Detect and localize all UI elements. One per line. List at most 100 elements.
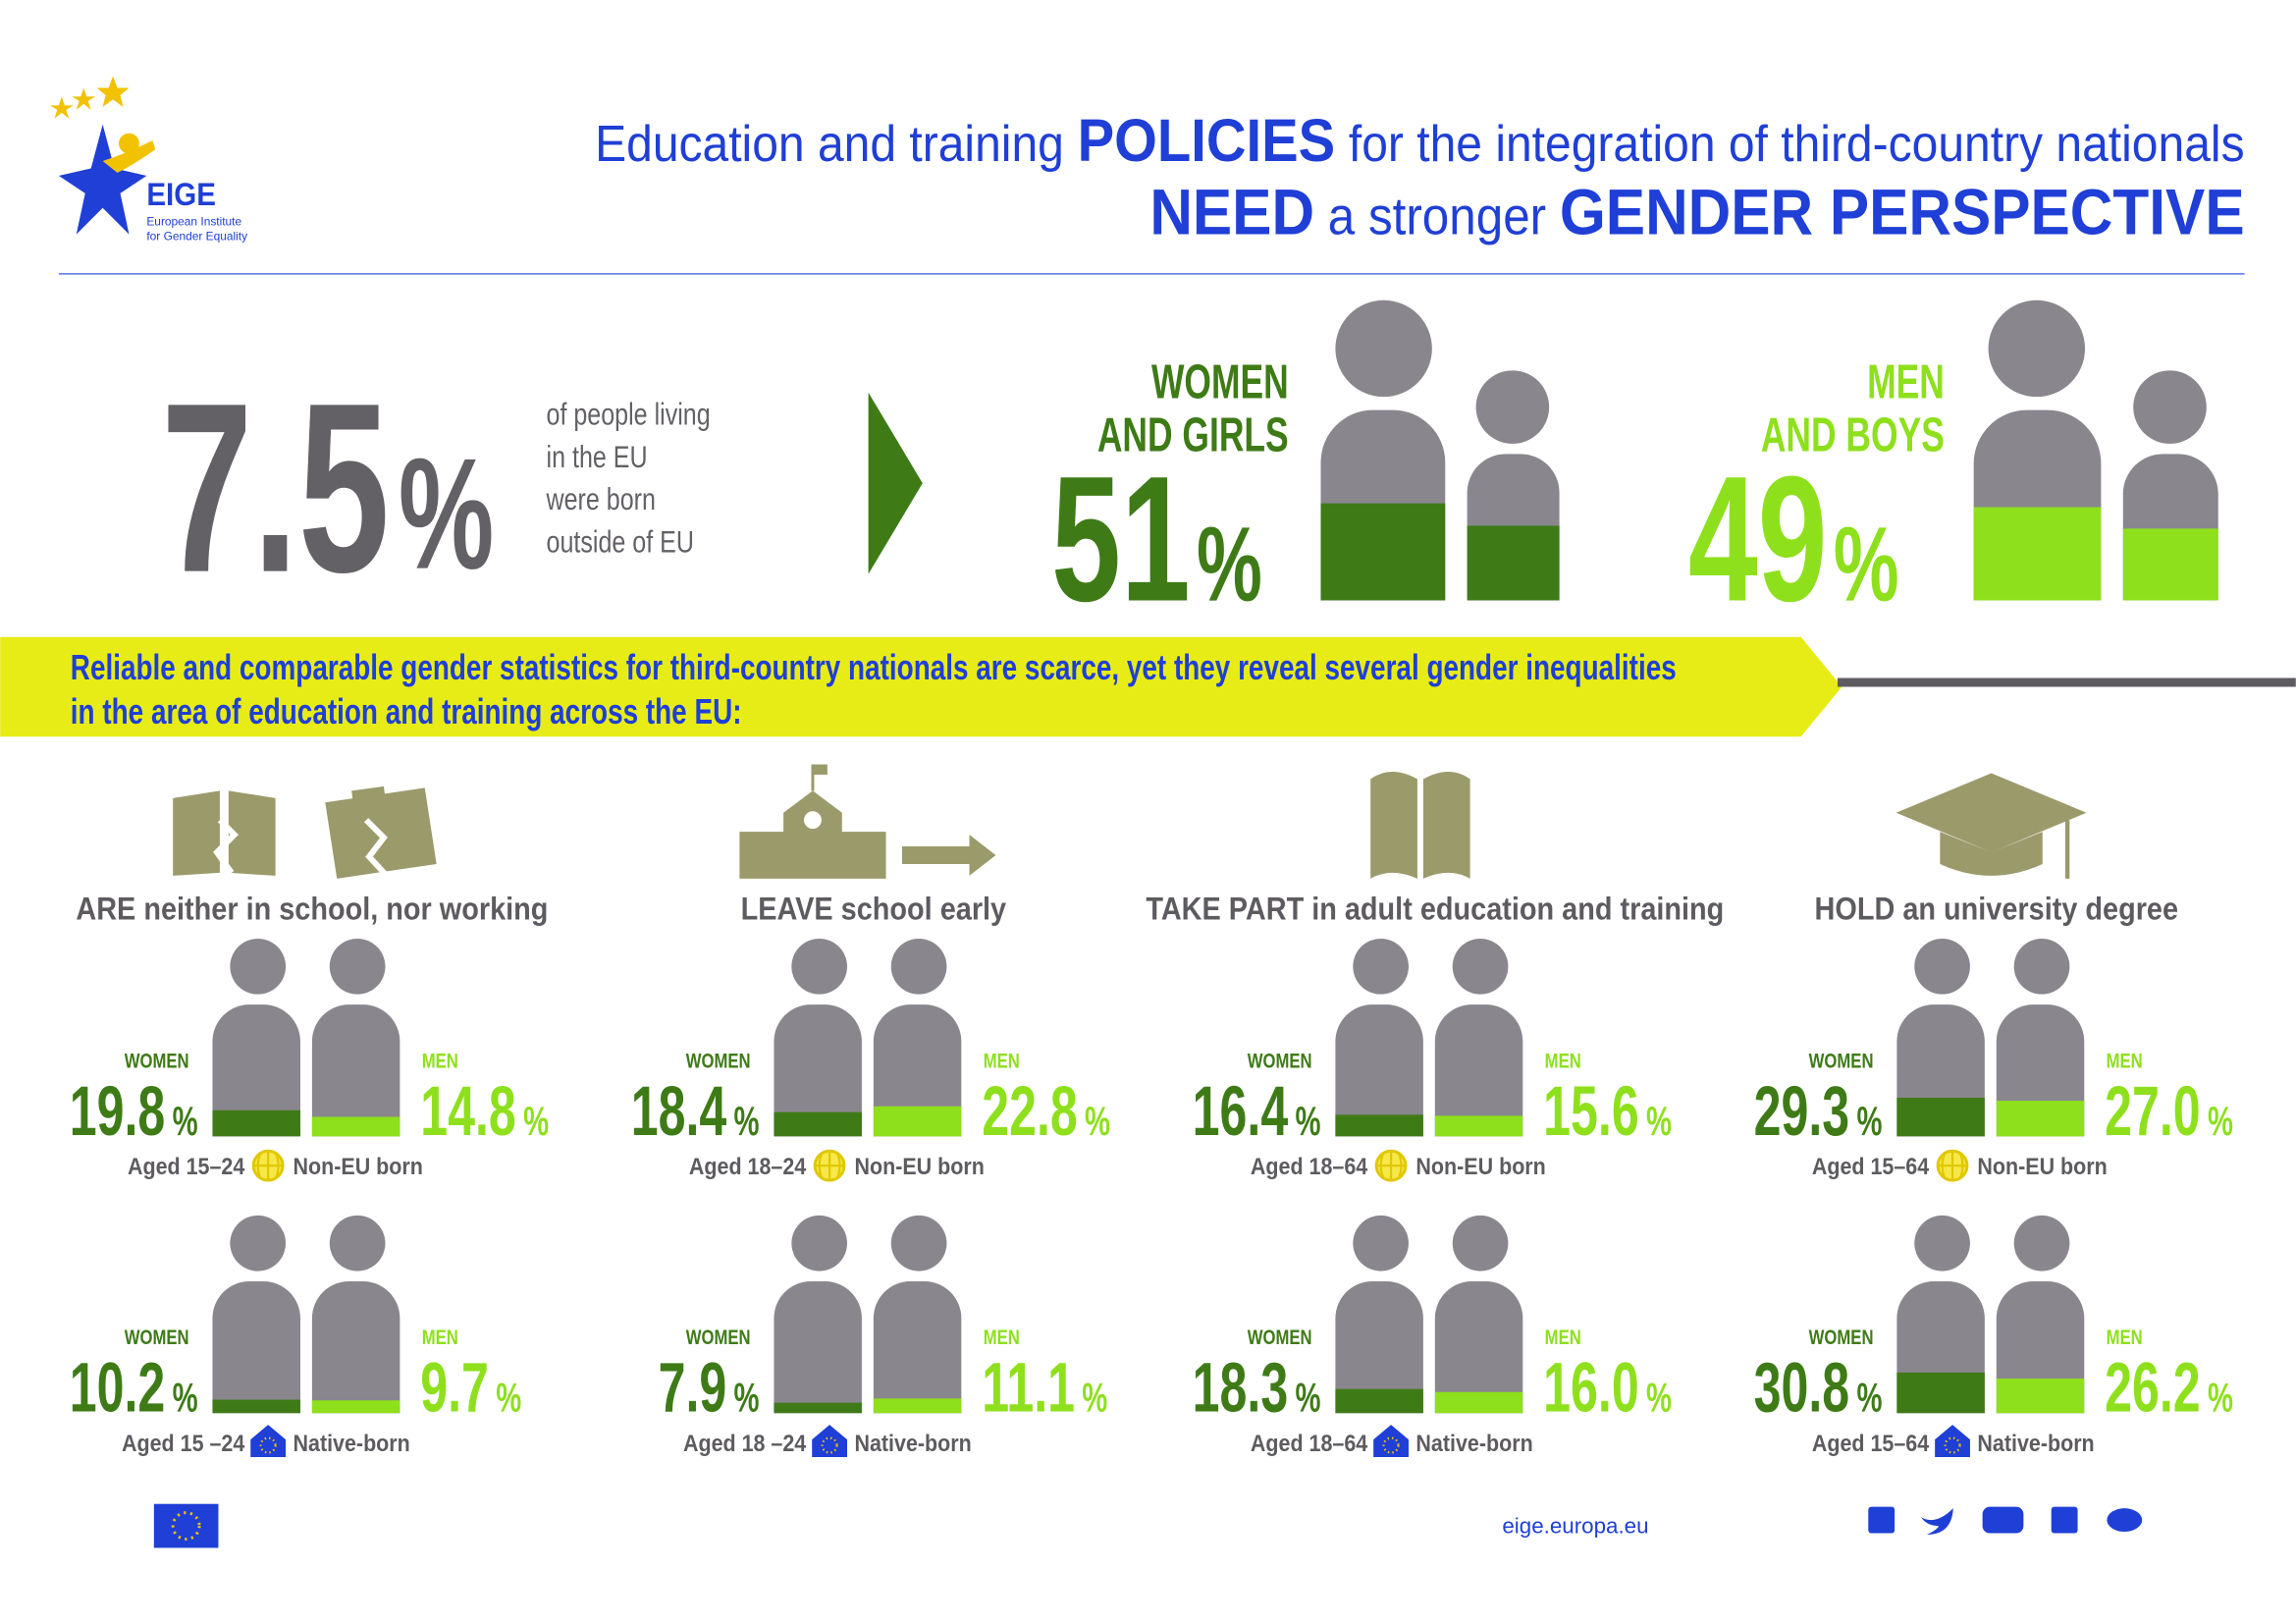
person-fill	[873, 1398, 962, 1414]
women-label: WOMEN	[686, 1051, 751, 1073]
person-head	[2013, 1215, 2070, 1272]
other-social[interactable]	[2107, 1508, 2143, 1533]
title-part: for the integration of third-country nat…	[1349, 115, 2245, 172]
arrow-icon	[901, 835, 996, 876]
person-fill	[1996, 1101, 2085, 1137]
men-value: 22.8%	[982, 1072, 1110, 1151]
person-fill	[311, 1400, 400, 1414]
title-line: NEED a stronger GENDER PERSPECTIVE	[1149, 177, 2244, 248]
person-head	[2133, 370, 2207, 444]
origin-label: Native-born	[1977, 1430, 2094, 1456]
value: 11.1	[982, 1349, 1075, 1428]
twitter[interactable]	[1920, 1508, 1953, 1536]
eu-flag	[153, 1503, 219, 1548]
unit: %	[1197, 505, 1262, 623]
unit: %	[496, 1375, 521, 1422]
value: 29.3	[1754, 1072, 1850, 1151]
person-body	[774, 1004, 862, 1137]
men-label: MEN	[984, 1051, 1020, 1073]
person-head	[329, 939, 386, 995]
text-part: European Institute	[146, 215, 241, 229]
globe-lines	[1376, 1151, 1406, 1181]
value: 9.7	[420, 1349, 489, 1428]
crack	[363, 818, 390, 878]
text-part: Non-EU born	[294, 1153, 423, 1179]
age-label: Aged 18–64	[1251, 1153, 1368, 1179]
unit: %	[734, 1098, 760, 1145]
person-fill	[1434, 1391, 1523, 1414]
value: 18.4	[631, 1072, 727, 1151]
text-part: WOMEN	[125, 1326, 189, 1349]
text-part: Native-born	[1977, 1430, 2094, 1456]
women-label: WOMEN	[125, 1326, 189, 1349]
women-value: 18.3%	[1193, 1349, 1321, 1428]
home-icon	[1373, 1425, 1409, 1457]
text-part: Native-born	[294, 1430, 410, 1456]
text-part: were born	[546, 482, 656, 516]
women-value: 30.8%	[1754, 1349, 1883, 1428]
unit: %	[173, 1375, 198, 1422]
person-fill	[2122, 528, 2218, 601]
origin-label: Non-EU born	[1977, 1153, 2107, 1179]
headline-text: in the EU	[547, 440, 648, 474]
men-label: MEN	[1545, 1326, 1581, 1349]
person-head	[1353, 1215, 1409, 1272]
age-label: Aged 18–24	[689, 1153, 807, 1179]
person-body	[311, 1281, 400, 1414]
person-head	[890, 939, 947, 995]
person-body	[1335, 1004, 1423, 1137]
logo-name: EIGE	[146, 176, 216, 212]
women-value: 29.3%	[1754, 1072, 1883, 1151]
population-label: AND GIRLS	[1097, 408, 1289, 462]
school-icon	[739, 790, 886, 879]
value: 19.8	[70, 1072, 166, 1151]
unit: %	[1085, 1098, 1110, 1145]
age-label: Aged 15–64	[1812, 1430, 1930, 1456]
women-label: WOMEN	[1248, 1051, 1312, 1073]
age-label: Aged 18 –24	[683, 1430, 807, 1456]
title-part: POLICIES	[1078, 108, 1336, 175]
origin-label: Native-born	[294, 1430, 410, 1456]
text-part: Aged 18–24	[689, 1153, 807, 1179]
person-body	[212, 1004, 300, 1137]
text-part: ARE neither in school, nor working	[76, 891, 548, 927]
women-label: WOMEN	[1809, 1051, 1874, 1073]
value: 18.3	[1193, 1349, 1289, 1428]
origin-label: Non-EU born	[294, 1153, 423, 1179]
home-stars	[1944, 1436, 1961, 1454]
women-label: WOMEN	[1248, 1326, 1312, 1349]
person-fill	[212, 1399, 300, 1414]
linkedin[interactable]	[2051, 1506, 2078, 1534]
men-value: 16.0%	[1543, 1349, 1672, 1428]
men-value: 11.1%	[982, 1349, 1107, 1428]
person-head	[1335, 299, 1432, 398]
text-part: WOMEN	[1248, 1326, 1312, 1349]
unit: %	[523, 1098, 549, 1145]
person-body	[1335, 1281, 1423, 1414]
population-label: WOMEN	[1151, 355, 1289, 409]
age-label: Aged 18–64	[1251, 1430, 1368, 1456]
person-head	[1353, 939, 1409, 995]
person-fill	[1335, 1388, 1423, 1414]
text-part: Native-born	[1415, 1430, 1532, 1456]
person-fill	[774, 1111, 862, 1137]
youtube[interactable]	[1982, 1506, 2024, 1534]
text-part: MEN	[1545, 1051, 1581, 1073]
text-part: AND GIRLS	[1097, 408, 1289, 462]
person-fill	[1896, 1372, 1985, 1414]
clock	[804, 811, 822, 830]
men-value: 14.8%	[420, 1072, 549, 1151]
logo-mark	[49, 76, 156, 235]
population-label: MEN	[1867, 355, 1945, 409]
headline-text: were born	[546, 482, 656, 516]
text-part: TAKE PART in adult education and trainin…	[1146, 891, 1724, 927]
facebook[interactable]	[1868, 1506, 1896, 1534]
value: 49	[1688, 440, 1828, 639]
women-value: 19.8%	[70, 1072, 198, 1151]
population-label: AND BOYS	[1761, 408, 1945, 462]
unit: %	[1646, 1375, 1672, 1422]
home-stars	[821, 1436, 838, 1454]
globe-lines	[815, 1151, 845, 1181]
person-fill	[1434, 1115, 1523, 1137]
